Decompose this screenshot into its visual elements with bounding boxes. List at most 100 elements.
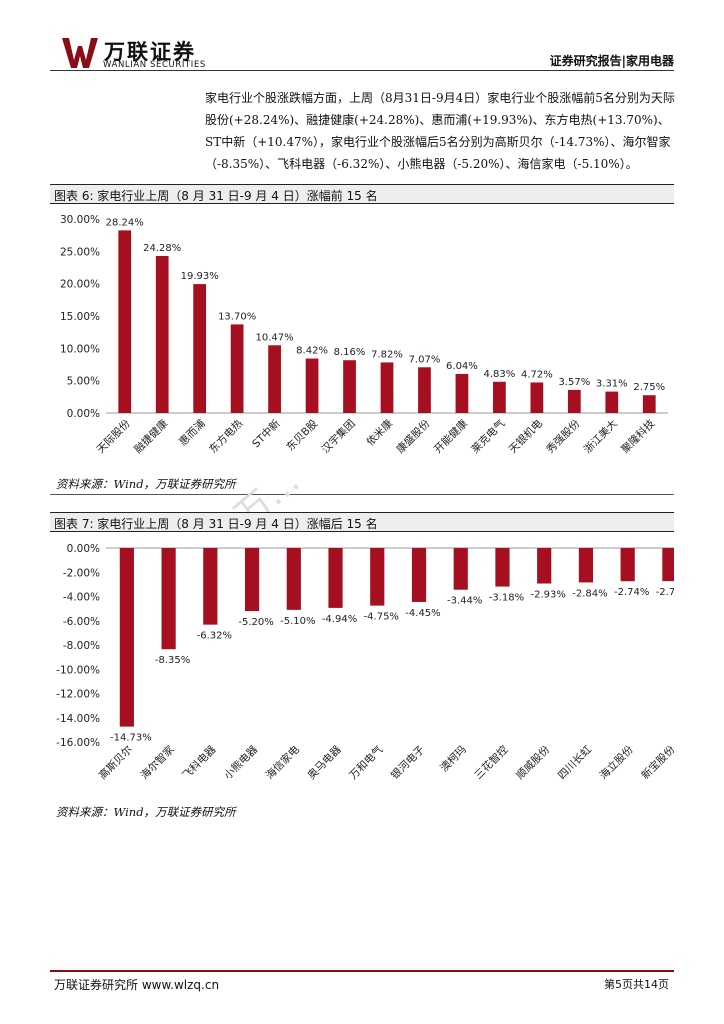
bar	[493, 381, 506, 413]
data-label: -3.18%	[489, 593, 524, 604]
figure-6-source: 资料来源：Wind，万联证券研究所	[56, 477, 236, 491]
bar	[155, 255, 169, 413]
bar	[305, 358, 319, 413]
data-label: 24.28%	[143, 243, 181, 254]
x-tick-label: 三花智控	[472, 743, 511, 782]
bar	[380, 362, 394, 413]
x-tick-label: 浙江美大	[581, 417, 620, 456]
y-tick-label: -14.00%	[56, 713, 100, 725]
data-label: 8.42%	[296, 346, 328, 357]
x-tick-label: 康盛股份	[394, 417, 433, 456]
y-tick-label: 0.00%	[67, 543, 100, 555]
data-label: 10.47%	[256, 332, 294, 343]
y-tick-label: 10.00%	[60, 343, 100, 355]
figure-7-title: 图表 7: 家电行业上周（8 月 31 日-9 月 4 日）涨幅后 15 名	[54, 517, 378, 531]
y-tick-label: 25.00%	[60, 246, 100, 258]
data-label: 4.83%	[484, 369, 516, 380]
page-number: 第5页共14页	[604, 978, 669, 991]
x-tick-label: 新宝股份	[639, 743, 674, 782]
data-label: 13.70%	[218, 311, 256, 322]
footer-divider	[50, 970, 674, 972]
x-tick-label: 天银机电	[506, 417, 545, 456]
data-label: -14.73%	[110, 733, 152, 744]
data-label: -8.35%	[155, 655, 190, 666]
data-label: -3.44%	[447, 596, 482, 607]
y-tick-label: -12.00%	[56, 689, 100, 701]
data-label: 3.57%	[558, 377, 590, 388]
data-label: -6.32%	[197, 631, 232, 642]
data-label: -2.84%	[572, 588, 607, 599]
body-paragraph: 家电行业个股涨跌幅方面，上周（8月31日-9月4日）家电行业个股涨幅前5名分别为…	[205, 91, 675, 171]
y-tick-label: 20.00%	[60, 279, 100, 291]
x-tick-label: 东方电热	[206, 417, 245, 456]
report-type: 证券研究报告|家用电器	[549, 54, 674, 68]
data-label: 2.75%	[633, 382, 665, 393]
x-tick-label: 东贝B股	[284, 417, 321, 454]
x-tick-label: 小熊电器	[221, 743, 260, 782]
y-tick-label: 5.00%	[67, 376, 100, 388]
bar	[203, 548, 218, 625]
bar	[268, 345, 281, 413]
bar	[605, 391, 619, 413]
bar	[193, 284, 207, 413]
y-tick-label: -10.00%	[56, 664, 100, 676]
y-tick-label: -6.00%	[63, 616, 100, 628]
x-tick-label: ST中新	[249, 417, 283, 451]
y-tick-label: -8.00%	[63, 640, 100, 652]
y-tick-label: -4.00%	[63, 592, 100, 604]
bar	[642, 395, 656, 413]
bar	[530, 382, 544, 413]
chart-top-15: 0.00% 5.00% 10.00% 15.00% 20.00% 25.00% 30.00%…	[60, 214, 668, 456]
x-tick-label: 海尔智家	[138, 743, 177, 782]
x-tick-label: 飞科电器	[180, 743, 219, 782]
data-label: -4.94%	[322, 614, 357, 625]
bar	[495, 548, 510, 587]
x-tick-label: 银河电子	[388, 743, 427, 782]
x-tick-label: 融捷健康	[131, 417, 170, 456]
bar	[230, 324, 244, 413]
bar	[620, 548, 635, 582]
data-label: -5.10%	[280, 616, 315, 627]
bar	[578, 548, 594, 583]
x-tick-label: 万和电气	[346, 743, 385, 782]
bar	[370, 548, 385, 606]
data-label: 28.24%	[106, 217, 144, 228]
data-label: 3.31%	[596, 379, 628, 390]
x-tick-label: 天际股份	[95, 417, 134, 456]
x-tick-label: 海信家电	[263, 743, 302, 782]
bar	[244, 548, 260, 612]
x-tick-label: 海立股份	[597, 743, 636, 782]
x-tick-label: 高斯贝尔	[96, 743, 135, 782]
data-label: -4.75%	[364, 612, 399, 623]
bar	[537, 548, 552, 584]
y-tick-label: 15.00%	[60, 311, 100, 323]
y-tick-label: 0.00%	[67, 408, 100, 420]
figure-6-title-bar: 图表 6: 家电行业上周（8 月 31 日-9 月 4 日）涨幅前 15 名	[50, 184, 674, 204]
bar	[455, 373, 469, 413]
data-label: 6.04%	[446, 361, 478, 372]
bar	[567, 389, 581, 413]
data-label: -5.20%	[238, 617, 273, 628]
data-label: -2.93%	[531, 590, 566, 601]
x-tick-label: 开能健康	[431, 417, 470, 456]
brand-name-cn: 万联证券	[104, 40, 196, 64]
bar	[411, 548, 427, 602]
brand-logo-icon	[62, 38, 98, 68]
data-label: 7.07%	[409, 354, 441, 365]
header-divider	[50, 70, 674, 71]
bar	[286, 548, 301, 610]
figure-6-title: 图表 6: 家电行业上周（8 月 31 日-9 月 4 日）涨幅前 15 名	[54, 189, 378, 203]
x-tick-label: 惠而浦	[176, 417, 208, 449]
bar	[119, 548, 134, 727]
x-tick-label: 奥马电器	[305, 743, 344, 782]
footer-org: 万联证券研究所 www.wlzq.cn	[54, 978, 220, 992]
bar	[118, 230, 132, 413]
data-label: -2.73%	[656, 587, 674, 598]
y-tick-label: 30.00%	[60, 214, 100, 226]
brand-name-en: WANLIAN SECURITIES	[103, 60, 206, 70]
chart-bottom-15: 0.00% -2.00% -4.00% -6.00% -8.00% -10.00% -12.…	[56, 543, 674, 782]
figure-6-source-divider	[50, 494, 674, 495]
data-label: 4.72%	[521, 369, 553, 380]
x-tick-label: 聚隆科技	[618, 417, 657, 456]
x-tick-label: 秀强股份	[544, 417, 583, 456]
